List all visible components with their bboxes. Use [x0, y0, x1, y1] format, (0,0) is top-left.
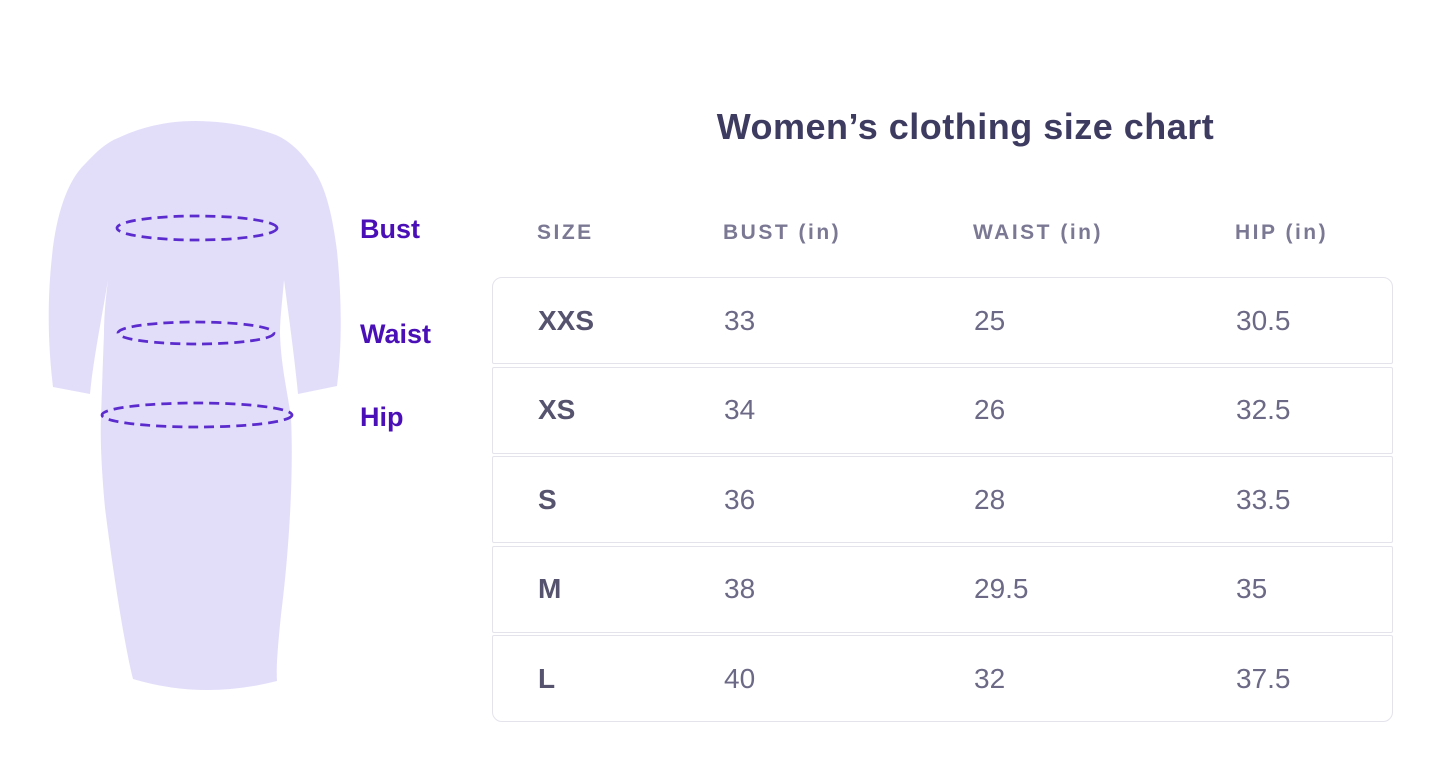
hip-measure-line: [100, 401, 294, 429]
bust-measure-line: [115, 214, 279, 242]
table-row: S 36 28 33.5: [492, 456, 1393, 543]
cell-bust: 40: [724, 662, 756, 694]
column-header-size: SIZE: [537, 221, 594, 244]
table-row: L 40 32 37.5: [492, 635, 1393, 722]
cell-hip: 30.5: [1236, 304, 1291, 336]
cell-hip: 35: [1236, 573, 1268, 604]
cell-size: M: [538, 573, 562, 604]
waist-measure-line: [116, 320, 276, 346]
cell-size: S: [538, 483, 557, 515]
column-header-hip: HIP (in): [1235, 221, 1329, 244]
measure-label-waist: Waist: [360, 319, 432, 349]
table-row: M 38 29.5 35: [492, 545, 1393, 633]
cell-waist: 25: [974, 304, 1006, 336]
size-table-body: XXS 33 25 30.5 XS 34 26 32.5 S 36 28 33.…: [492, 277, 1393, 722]
cell-size: XXS: [538, 304, 595, 336]
cell-size: XS: [538, 394, 576, 425]
cell-size: L: [538, 662, 556, 694]
cell-waist: 28: [974, 483, 1006, 515]
table-row: XS 34 26 32.5: [492, 366, 1393, 454]
cell-bust: 36: [724, 483, 756, 515]
cell-waist: 26: [974, 394, 1006, 425]
cell-bust: 33: [724, 304, 756, 336]
measure-label-bust: Bust: [360, 214, 420, 244]
dress-diagram-svg: [48, 121, 341, 691]
page-title: Women’s clothing size chart: [716, 106, 1215, 147]
cell-bust: 38: [724, 573, 756, 604]
column-header-waist: WAIST (in): [973, 221, 1103, 244]
cell-waist: 32: [974, 662, 1006, 694]
cell-hip: 32.5: [1236, 394, 1291, 425]
dress-illustration: [40, 110, 360, 710]
cell-bust: 34: [724, 394, 756, 425]
cell-waist: 29.5: [974, 573, 1029, 604]
cell-hip: 37.5: [1236, 662, 1291, 694]
cell-hip: 33.5: [1236, 483, 1291, 515]
dress-silhouette: [48, 121, 341, 691]
column-header-bust: BUST (in): [723, 221, 842, 244]
size-table-header: SIZE BUST (in) WAIST (in) HIP (in): [492, 218, 1393, 248]
measure-label-hip: Hip: [360, 402, 404, 432]
table-row: XXS 33 25 30.5: [492, 277, 1393, 364]
